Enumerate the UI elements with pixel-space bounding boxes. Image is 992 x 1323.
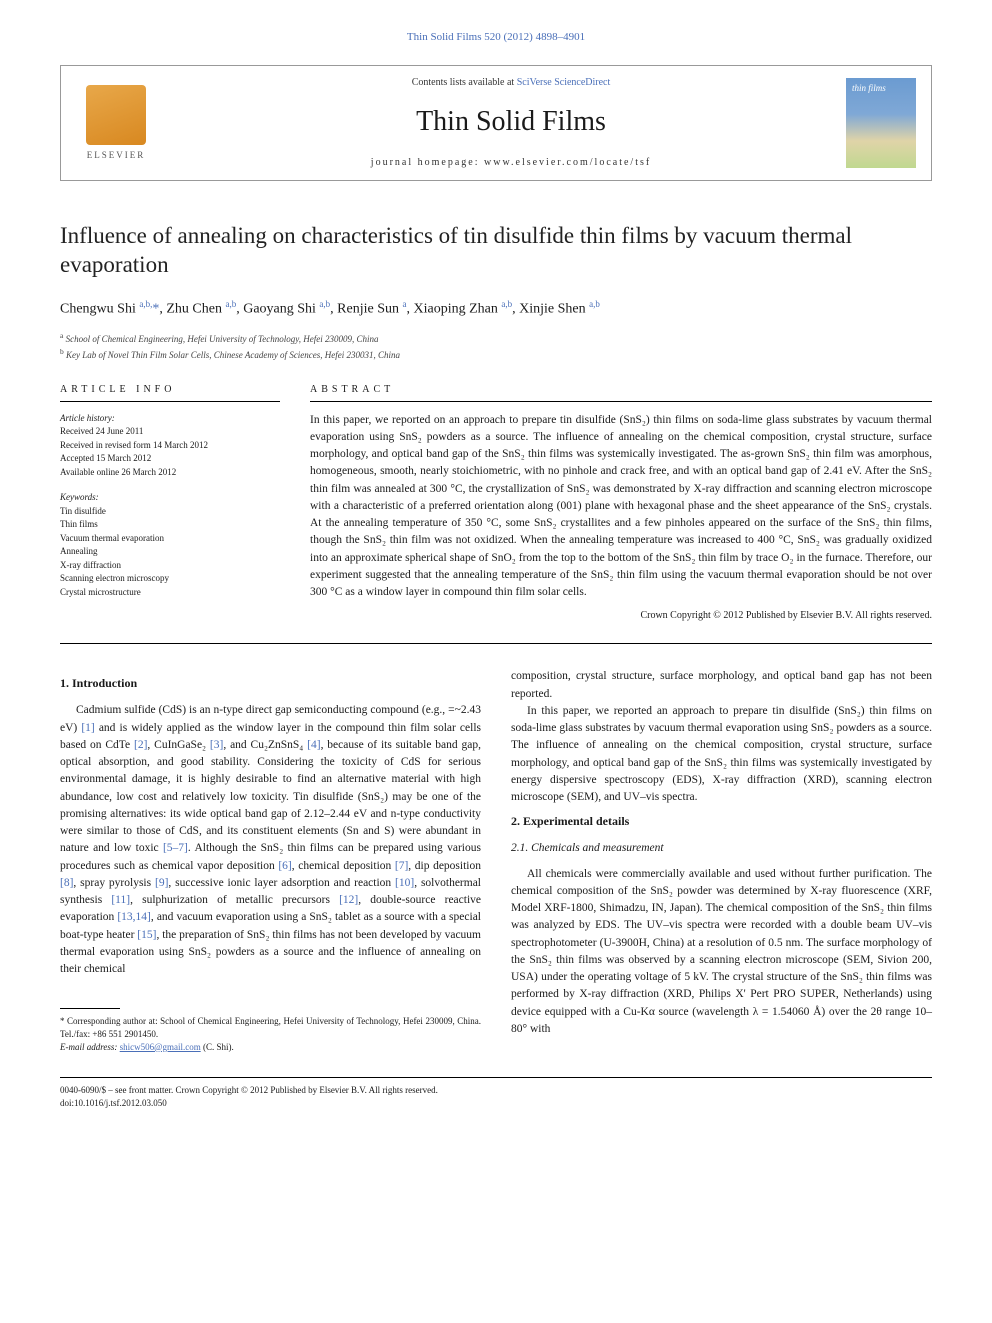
sciencedirect-link[interactable]: SciVerse ScienceDirect	[517, 77, 611, 88]
keyword-item: Scanning electron microscopy	[60, 572, 280, 586]
section-2-heading: 2. Experimental details	[511, 812, 932, 830]
ref-link[interactable]: [7]	[395, 860, 408, 872]
keyword-item: Annealing	[60, 545, 280, 559]
corr-email-link[interactable]: shicw506@gmail.com	[120, 1042, 201, 1052]
keywords-heading: Keywords:	[60, 491, 280, 505]
corr-email-line: E-mail address: shicw506@gmail.com (C. S…	[60, 1041, 481, 1054]
journal-header: ELSEVIER Contents lists available at Sci…	[60, 65, 932, 180]
ref-link[interactable]: [10]	[395, 877, 414, 889]
ref-link[interactable]: [6]	[278, 860, 291, 872]
footnote-rule	[60, 1008, 120, 1009]
intro-paragraph-1: Cadmium sulfide (CdS) is an n-type direc…	[60, 702, 481, 978]
ref-link[interactable]: [9]	[155, 877, 168, 889]
intro-paragraph-2: In this paper, we reported an approach t…	[511, 703, 932, 807]
ref-link[interactable]: [4]	[307, 739, 320, 751]
footer-copyright: 0040-6090/$ – see front matter. Crown Co…	[60, 1084, 932, 1097]
footer-doi[interactable]: doi:10.1016/j.tsf.2012.03.050	[60, 1097, 932, 1110]
affiliations: a School of Chemical Engineering, Hefei …	[60, 330, 932, 363]
ref-link[interactable]: [13,14]	[117, 911, 151, 923]
section-1-heading: 1. Introduction	[60, 674, 481, 692]
ref-link[interactable]: [8]	[60, 877, 73, 889]
abstract-copyright: Crown Copyright © 2012 Published by Else…	[310, 609, 932, 623]
corr-author-line: * Corresponding author at: School of Che…	[60, 1015, 481, 1040]
ref-link[interactable]: [3]	[210, 739, 223, 751]
elsevier-label: ELSEVIER	[87, 149, 146, 162]
keyword-item: Crystal microstructure	[60, 586, 280, 600]
history-heading: Article history:	[60, 412, 280, 426]
body-two-column: 1. Introduction Cadmium sulfide (CdS) is…	[60, 668, 932, 1053]
elsevier-tree-icon	[86, 85, 146, 145]
cover-label: thin films	[852, 84, 886, 94]
article-info-column: ARTICLE INFO Article history: Received 2…	[60, 383, 280, 624]
section-divider	[60, 643, 932, 644]
section-2-1-heading: 2.1. Chemicals and measurement	[511, 840, 932, 857]
keywords-list: Tin disulfideThin filmsVacuum thermal ev…	[60, 505, 280, 600]
chem-paragraph: All chemicals were commercially availabl…	[511, 866, 932, 1039]
history-list: Received 24 June 2011Received in revised…	[60, 425, 280, 479]
ref-link[interactable]: [1]	[81, 722, 94, 734]
abstract-heading: ABSTRACT	[310, 383, 932, 397]
contents-list-line: Contents lists available at SciVerse Sci…	[176, 76, 846, 90]
ref-link[interactable]: [11]	[111, 894, 130, 906]
abstract-text: In this paper, we reported on an approac…	[310, 401, 932, 602]
history-item: Available online 26 March 2012	[60, 466, 280, 480]
history-item: Received in revised form 14 March 2012	[60, 439, 280, 453]
keyword-item: Thin films	[60, 518, 280, 532]
elsevier-logo[interactable]: ELSEVIER	[76, 78, 156, 168]
author-list: Chengwu Shi a,b,*, Zhu Chen a,b, Gaoyang…	[60, 298, 932, 319]
intro-paragraph-1-cont: composition, crystal structure, surface …	[511, 668, 932, 703]
journal-cover-thumbnail[interactable]: thin films	[846, 78, 916, 168]
corr-email-who: (C. Shi).	[201, 1042, 234, 1052]
keyword-item: Tin disulfide	[60, 505, 280, 519]
page-footer: 0040-6090/$ – see front matter. Crown Co…	[60, 1077, 932, 1109]
ref-link[interactable]: [12]	[339, 894, 358, 906]
journal-homepage[interactable]: journal homepage: www.elsevier.com/locat…	[176, 156, 846, 170]
ref-link[interactable]: [5–7]	[163, 842, 188, 854]
keyword-item: X-ray diffraction	[60, 559, 280, 573]
abstract-column: ABSTRACT In this paper, we reported on a…	[310, 383, 932, 624]
corresponding-author-footnote: * Corresponding author at: School of Che…	[60, 1015, 481, 1053]
article-title: Influence of annealing on characteristic…	[60, 221, 932, 281]
history-item: Received 24 June 2011	[60, 425, 280, 439]
journal-name: Thin Solid Films	[176, 102, 846, 141]
ref-link[interactable]: [15]	[137, 929, 156, 941]
email-label: E-mail address:	[60, 1042, 120, 1052]
ref-link[interactable]: [2]	[134, 739, 147, 751]
contents-pre: Contents lists available at	[412, 77, 517, 88]
journal-citation[interactable]: Thin Solid Films 520 (2012) 4898–4901	[60, 30, 932, 45]
history-item: Accepted 15 March 2012	[60, 452, 280, 466]
article-info-heading: ARTICLE INFO	[60, 383, 280, 397]
header-center: Contents lists available at SciVerse Sci…	[176, 76, 846, 169]
keyword-item: Vacuum thermal evaporation	[60, 532, 280, 546]
